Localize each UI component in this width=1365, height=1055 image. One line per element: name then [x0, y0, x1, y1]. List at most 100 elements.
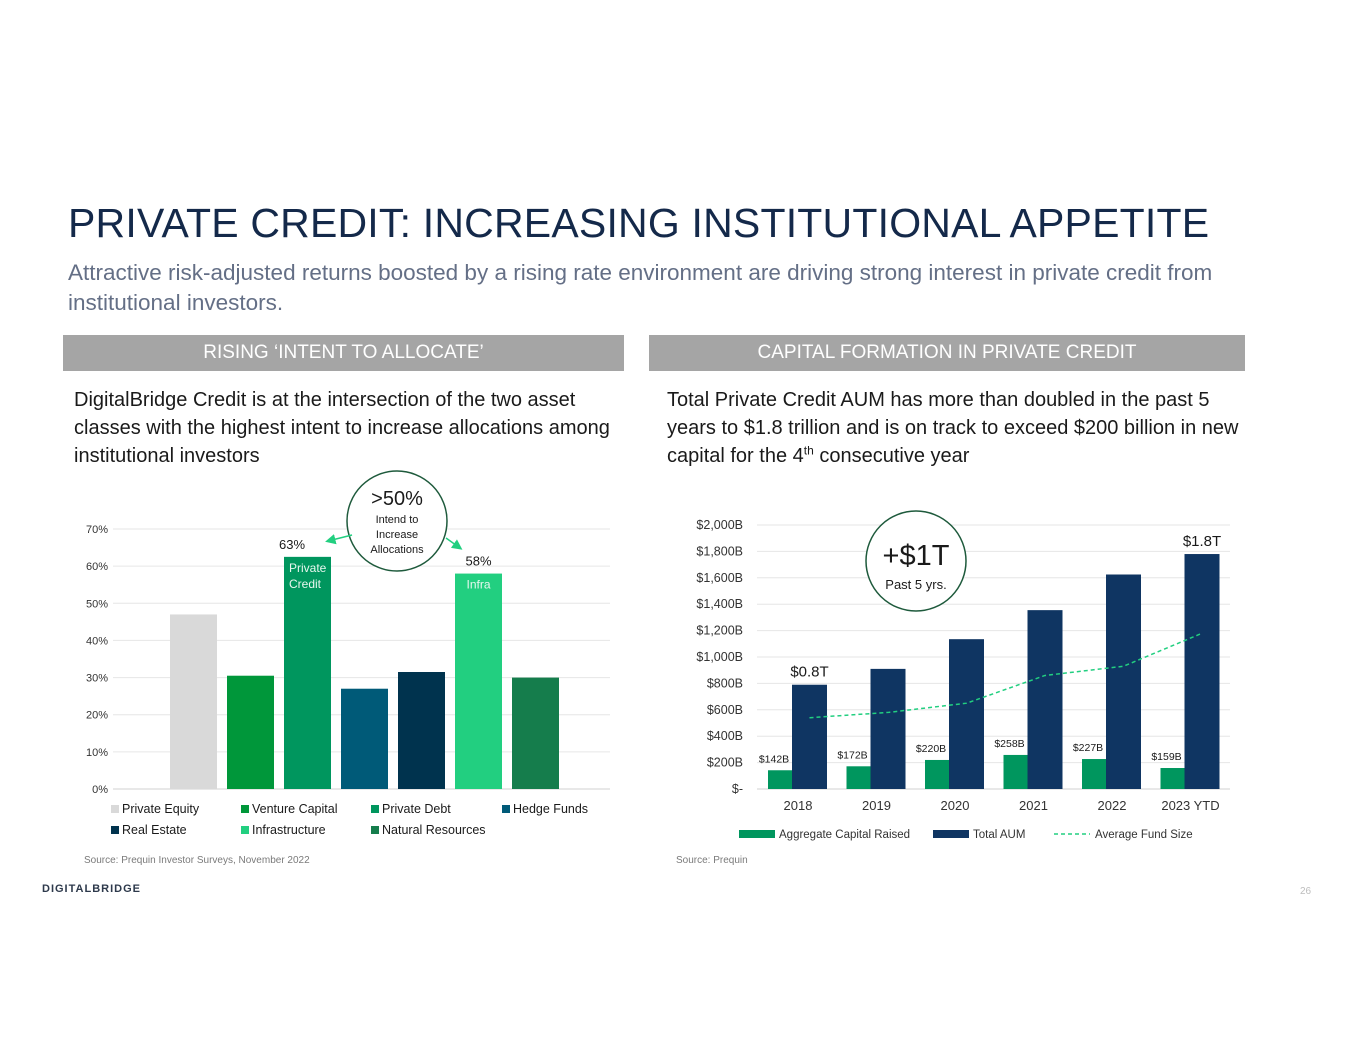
callout-arrow-right	[445, 537, 463, 550]
section-header-left: RISING ‘INTENT TO ALLOCATE’	[63, 335, 624, 371]
legend-label: Average Fund Size	[1095, 829, 1193, 841]
average-fund-size-line	[809, 632, 1203, 719]
callout-arrow-left	[325, 534, 353, 545]
y-tick-label: 30%	[86, 673, 108, 685]
bar-value-label: 58%	[465, 554, 491, 569]
legend-swatch	[502, 805, 510, 813]
y-tick-label: $2,000B	[696, 518, 743, 532]
legend-label: Hedge Funds	[513, 802, 588, 816]
x-tick-label: 2023 YTD	[1161, 798, 1219, 813]
bar-capital-raised	[1160, 768, 1185, 789]
y-tick-label: 0%	[92, 784, 108, 796]
allocation-callout: >50% Intend to Increase Allocations	[325, 470, 463, 572]
y-tick-label: 50%	[86, 598, 108, 610]
bar-total-aum	[1184, 554, 1220, 789]
bar-capital-raised	[925, 759, 949, 789]
y-tick-label: $-	[732, 782, 743, 796]
legend-swatch	[111, 805, 119, 813]
legend-label: Total AUM	[973, 829, 1025, 841]
logo-text-rest: BRIDGE	[92, 883, 141, 895]
legend-swatch	[241, 826, 249, 834]
y-tick-label: $1,000B	[696, 650, 743, 664]
superscript-th: th	[803, 443, 814, 458]
x-tick-label: 2018	[784, 798, 813, 813]
bar-inner-label: Private	[289, 561, 327, 575]
bar-capital-raised	[1003, 754, 1028, 789]
y-tick-label: $400B	[707, 729, 743, 743]
digitalbridge-logo: DIGITALBRIDGE	[42, 883, 141, 895]
legend-label: Natural Resources	[382, 823, 486, 837]
capital-raised-label: $220B	[916, 743, 946, 755]
legend-swatch	[371, 805, 379, 813]
source-note-right: Source: Prequin	[676, 855, 748, 866]
y-tick-label: 20%	[86, 710, 108, 722]
legend-swatch	[111, 826, 119, 834]
bar-total-aum	[870, 668, 906, 789]
legend-label: Private Debt	[382, 802, 451, 816]
page-number: 26	[1300, 886, 1312, 897]
capital-raised-label: $142B	[759, 753, 789, 765]
callout-line-1: Intend to	[376, 514, 419, 526]
section-text-right-main: Total Private Credit AUM has more than d…	[667, 389, 1239, 467]
page-title: PRIVATE CREDIT: INCREASING INSTITUTIONAL…	[68, 200, 1210, 246]
bar-capital-raised	[1082, 759, 1106, 789]
x-tick-label: 2022	[1098, 798, 1127, 813]
bar-natural-resources	[512, 677, 559, 789]
section-text-left: DigitalBridge Credit is at the intersect…	[74, 389, 610, 467]
aum-label: $1.8T	[1183, 533, 1221, 550]
capital-raised-label: $159B	[1151, 751, 1181, 763]
capital-raised-label: $227B	[1073, 742, 1103, 754]
y-tick-label: $1,600B	[696, 571, 743, 585]
y-tick-label: 70%	[86, 524, 108, 536]
bar-infrastructure	[455, 573, 502, 789]
aum-growth-callout: +$1T Past 5 yrs.	[865, 510, 967, 612]
bar-inner-label: Credit	[289, 577, 322, 591]
legend-label: Venture Capital	[252, 802, 337, 816]
capital-formation-chart: $- $200B $400B $600B $800B $1,000B $1,200B $1,4…	[696, 510, 1230, 841]
source-note-left: Source: Prequin Investor Surveys, Novemb…	[84, 855, 310, 866]
bar-inner-label: Infra	[466, 578, 490, 592]
bar-capital-raised	[846, 766, 871, 789]
bar-real-estate	[398, 672, 445, 789]
bar-total-aum	[949, 639, 984, 789]
legend-label: Aggregate Capital Raised	[779, 829, 910, 841]
y-tick-label: $600B	[707, 703, 743, 717]
y-tick-label: $1,200B	[696, 624, 743, 638]
x-tick-label: 2021	[1019, 798, 1048, 813]
y-tick-label: 40%	[86, 635, 108, 647]
callout-line-3: Allocations	[370, 544, 424, 556]
callout-line-2: Increase	[376, 529, 418, 541]
intent-to-allocate-chart: 0% 10% 20% 30% 40% 50% 60% 70% 63% Private Credit…	[86, 470, 610, 837]
callout-growth-text: +$1T	[883, 540, 950, 572]
bar-capital-raised	[768, 770, 792, 789]
aum-label: $0.8T	[790, 664, 828, 681]
y-tick-label: $800B	[707, 676, 743, 690]
bar-hedge-funds	[341, 688, 388, 789]
x-tick-label: 2019	[862, 798, 891, 813]
callout-big-text: >50%	[371, 488, 423, 510]
capital-raised-label: $258B	[994, 738, 1024, 750]
legend-swatch-aum	[933, 830, 969, 838]
y-tick-label: $200B	[707, 756, 743, 770]
bar-total-aum	[1027, 610, 1063, 789]
bar-value-label: 63%	[279, 537, 305, 552]
y-tick-label: $1,800B	[696, 544, 743, 558]
legend-label: Private Equity	[122, 802, 200, 816]
y-tick-label: $1,400B	[696, 597, 743, 611]
y-tick-label: 10%	[86, 747, 108, 759]
bar-total-aum	[1106, 574, 1141, 789]
page-subtitle: Attractive risk-adjusted returns boosted…	[68, 260, 1213, 315]
capital-raised-label: $172B	[837, 749, 867, 761]
y-tick-label: 60%	[86, 561, 108, 573]
legend-swatch-capital	[739, 830, 775, 838]
legend-swatch	[371, 826, 379, 834]
x-tick-label: 2020	[941, 798, 970, 813]
bar-total-aum	[792, 684, 827, 789]
legend-label: Infrastructure	[252, 823, 326, 837]
section-text-right: Total Private Credit AUM has more than d…	[667, 386, 1242, 470]
legend-label: Real Estate	[122, 823, 187, 837]
section-text-right-tail: consecutive year	[813, 445, 970, 467]
callout-period-text: Past 5 yrs.	[885, 577, 946, 592]
section-header-right: CAPITAL FORMATION IN PRIVATE CREDIT	[649, 335, 1245, 371]
legend-swatch	[241, 805, 249, 813]
